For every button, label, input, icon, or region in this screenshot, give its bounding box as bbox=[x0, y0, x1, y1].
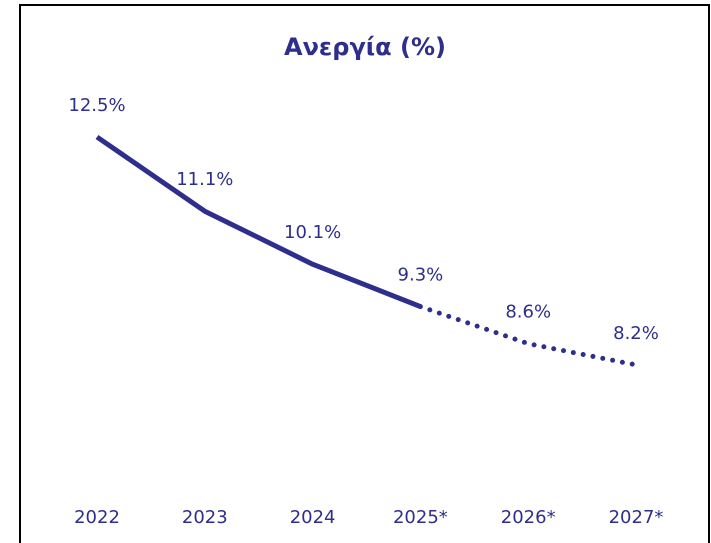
x-tick-label: 2026* bbox=[501, 507, 556, 528]
data-label: 8.6% bbox=[505, 302, 551, 323]
x-tick-label: 2027* bbox=[609, 507, 664, 528]
line bbox=[417, 304, 639, 368]
x-tick-label: 2024 bbox=[290, 507, 336, 528]
x-tick-label: 2025* bbox=[393, 507, 448, 528]
chart-frame bbox=[19, 4, 710, 543]
data-label: 9.3% bbox=[398, 265, 444, 286]
line bbox=[95, 134, 422, 309]
data-label: 12.5% bbox=[68, 95, 125, 116]
chart-title: Ανεργία (%) bbox=[284, 33, 446, 61]
x-tick-label: 2022 bbox=[74, 507, 120, 528]
data-label: 8.2% bbox=[613, 323, 659, 344]
x-tick-label: 2023 bbox=[182, 507, 228, 528]
data-label: 10.1% bbox=[284, 222, 341, 243]
data-label: 11.1% bbox=[176, 169, 233, 190]
